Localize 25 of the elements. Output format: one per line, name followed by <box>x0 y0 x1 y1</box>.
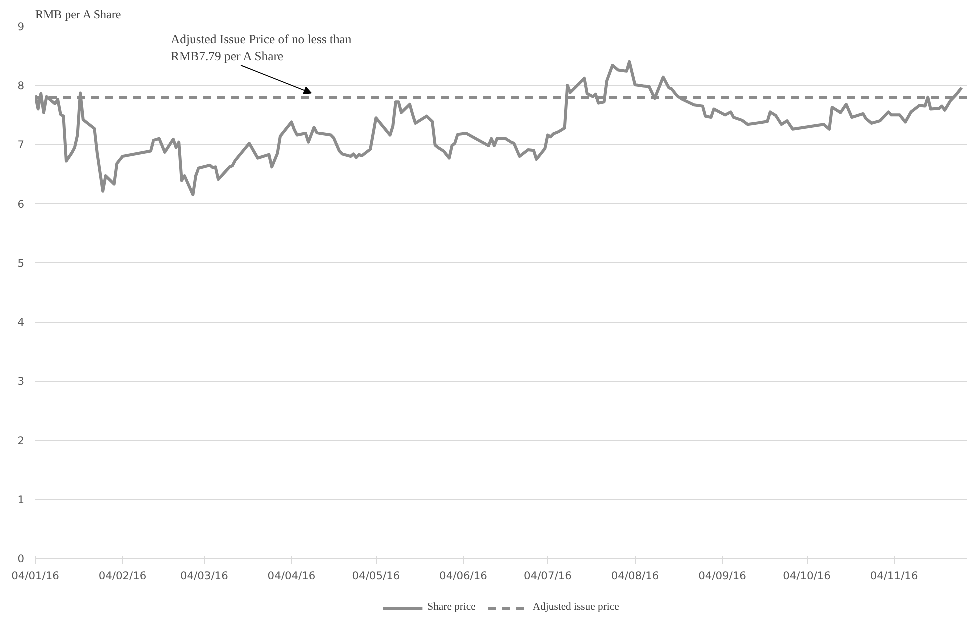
x-tick-label: 04/08/16 <box>611 570 660 582</box>
legend-label: Share price <box>428 602 476 613</box>
y-tick-label: 2 <box>18 434 24 448</box>
y-tick-label: 4 <box>18 316 25 330</box>
x-tick-label: 04/02/16 <box>98 570 147 582</box>
y-tick-label: 7 <box>18 138 24 152</box>
x-tick-label: 04/04/16 <box>268 570 316 582</box>
y-tick-label: 8 <box>18 80 25 93</box>
legend-label: Adjusted issue price <box>532 602 620 613</box>
y-tick-label: 9 <box>18 20 25 34</box>
y-tick-label: 6 <box>18 198 25 211</box>
x-tick-label: 04/07/16 <box>524 570 572 582</box>
y-tick-label: 5 <box>18 256 24 270</box>
annotation: Adjusted Issue Price of no less than RMB7.79 per A Share <box>171 32 352 64</box>
y-tick-label: 1 <box>18 493 24 506</box>
x-tick-label: 04/01/16 <box>12 570 60 582</box>
y-tick-label: 0 <box>18 552 25 566</box>
x-tick-label: 04/06/16 <box>440 570 488 582</box>
x-tick-label: 04/05/16 <box>352 570 400 582</box>
x-tick-label: 04/03/16 <box>180 570 229 582</box>
y-axis-title: RMB per A Share <box>36 8 122 22</box>
x-tick-label: 04/10/16 <box>783 570 832 582</box>
x-tick-label: 04/09/16 <box>698 570 747 582</box>
y-tick-label: 3 <box>18 375 24 388</box>
x-tick-label: 04/11/16 <box>870 570 918 582</box>
